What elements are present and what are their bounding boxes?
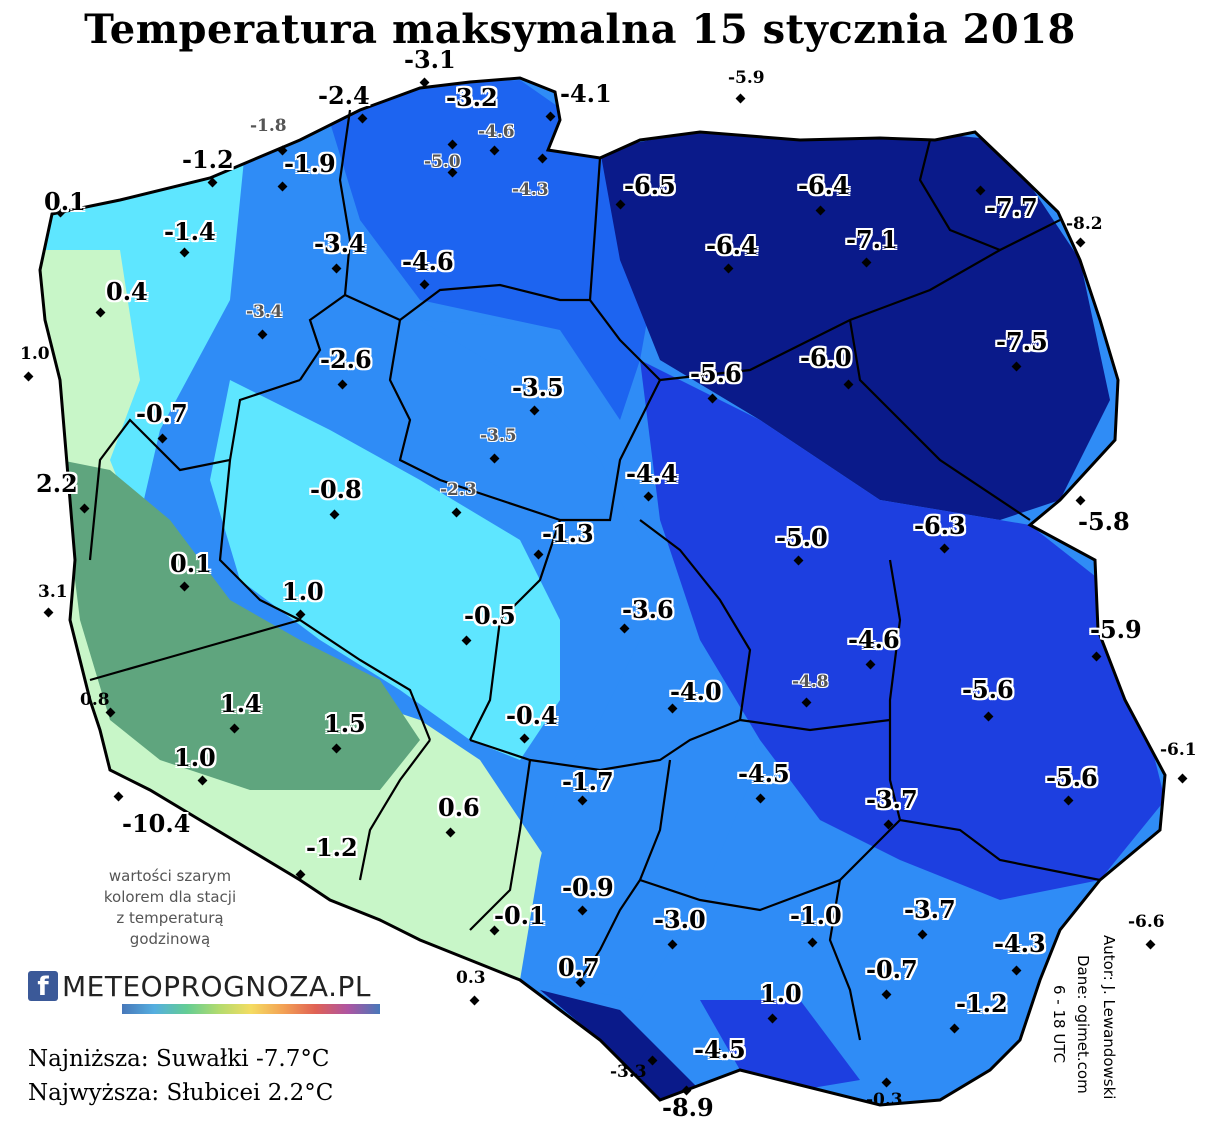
station-value: -3.2	[446, 83, 498, 112]
station-value: -5.9	[728, 68, 765, 88]
station-value: -7.1	[846, 225, 898, 254]
station-value: -4.3	[994, 929, 1046, 958]
gray-values-note: wartości szarym kolorem dla stacji z tem…	[80, 866, 260, 950]
time-range: 6 - 18 UTC	[1050, 985, 1068, 1064]
station-value: 1.4	[220, 689, 262, 718]
station-value: -0.5	[464, 601, 516, 630]
station-value: -3.4	[314, 229, 366, 258]
station-value: -0.3	[866, 1090, 903, 1110]
station-value: -4.5	[738, 759, 790, 788]
note-line: wartości szarym	[108, 867, 232, 885]
station-value: -0.7	[136, 399, 188, 428]
station-value: -1.9	[284, 149, 336, 178]
station-value: -4.6	[402, 247, 454, 276]
station-value: -8.2	[1066, 214, 1103, 234]
station-value: -3.3	[610, 1062, 647, 1082]
station-value: -3.7	[866, 785, 918, 814]
station-value: 1.0	[760, 979, 802, 1008]
note-line: kolorem dla stacji	[103, 888, 237, 906]
note-line: godzinową	[129, 930, 211, 948]
station-value: -3.4	[246, 302, 283, 322]
station-value: -1.3	[542, 519, 594, 548]
note-line: z temperaturą	[116, 909, 224, 927]
station-value: -2.4	[318, 81, 370, 110]
station-value: -4.8	[792, 672, 829, 692]
station-value: -4.0	[670, 677, 722, 706]
station-value: -6.4	[706, 231, 758, 260]
station-value: -0.4	[506, 701, 558, 730]
station-value: 1.5	[324, 709, 366, 738]
station-value: -1.2	[306, 833, 358, 862]
station-value: -0.8	[310, 475, 362, 504]
station-value: -0.9	[562, 873, 614, 902]
station-value: -6.5	[624, 171, 676, 200]
station-value: 0.1	[170, 549, 212, 578]
station-value: -3.5	[480, 426, 517, 446]
brand-color-bar	[122, 1004, 380, 1014]
station-value: -2.6	[320, 345, 372, 374]
station-value: -3.6	[622, 595, 674, 624]
map-title: Temperatura maksymalna 15 stycznia 2018	[84, 6, 1076, 53]
author-credit: Autor: J. Lewandowski	[1100, 935, 1118, 1100]
station-value: -5.8	[1078, 507, 1130, 536]
station-value: -5.6	[1046, 763, 1098, 792]
station-value: 0.7	[558, 953, 600, 982]
station-value: -1.2	[182, 145, 234, 174]
station-value: 0.1	[44, 187, 86, 216]
station-value: -1.2	[956, 989, 1008, 1018]
station-value: -4.5	[694, 1035, 746, 1064]
station-value: -5.6	[690, 359, 742, 388]
station-value: -7.5	[996, 327, 1048, 356]
station-value: -4.6	[478, 122, 515, 142]
station-value: 0.3	[456, 968, 486, 988]
poland-border	[38, 76, 1167, 1107]
station-value: -4.6	[848, 625, 900, 654]
station-value: 0.6	[438, 793, 480, 822]
station-value: -1.7	[562, 767, 614, 796]
station-value: -2.3	[440, 480, 477, 500]
station-value: -6.0	[800, 343, 852, 372]
data-source: Dane: ogimet.com	[1074, 955, 1092, 1094]
station-value: -0.7	[866, 955, 918, 984]
station-value: -1.4	[164, 217, 216, 246]
brand-name: METEOPROGNOZA.PL	[62, 969, 371, 1003]
station-value: -3.7	[904, 895, 956, 924]
station-value: -8.9	[662, 1093, 714, 1122]
station-value: 0.4	[106, 277, 148, 306]
station-value: 3.1	[38, 582, 68, 602]
station-value: -5.0	[424, 152, 461, 172]
station-value: -6.3	[914, 511, 966, 540]
station-value: -4.1	[560, 79, 612, 108]
station-value: 0.8	[80, 690, 110, 710]
voivodeship-borders	[88, 109, 1101, 1041]
facebook-icon[interactable]: f	[28, 971, 58, 1002]
station-value: 1.0	[20, 344, 50, 364]
station-value: -4.4	[626, 459, 678, 488]
station-value: -3.1	[404, 45, 456, 74]
station-value: -0.1	[494, 901, 546, 930]
lowest-temperature: Najniższa: Suwałki -7.7°C	[28, 1046, 330, 1072]
station-value: -1.0	[790, 901, 842, 930]
station-value: -7.7	[986, 193, 1038, 222]
station-value: -6.6	[1128, 912, 1165, 932]
meteoprognoza-logo[interactable]: f METEOPROGNOZA.PL	[28, 968, 371, 1004]
station-value: -4.3	[512, 180, 549, 200]
highest-temperature: Najwyższa: Słubicei 2.2°C	[28, 1080, 334, 1106]
station-value: 1.0	[174, 743, 216, 772]
station-value: -5.6	[962, 675, 1014, 704]
station-value: -5.9	[1090, 615, 1142, 644]
station-value: -1.8	[250, 116, 287, 136]
station-value: -5.0	[776, 523, 828, 552]
station-value: -3.5	[512, 373, 564, 402]
station-value: -3.0	[654, 905, 706, 934]
station-value: 1.0	[282, 577, 324, 606]
station-value: 2.2	[36, 469, 78, 498]
station-value: -6.4	[798, 171, 850, 200]
station-value: -10.4	[122, 809, 191, 838]
station-value: -6.1	[1160, 740, 1197, 760]
